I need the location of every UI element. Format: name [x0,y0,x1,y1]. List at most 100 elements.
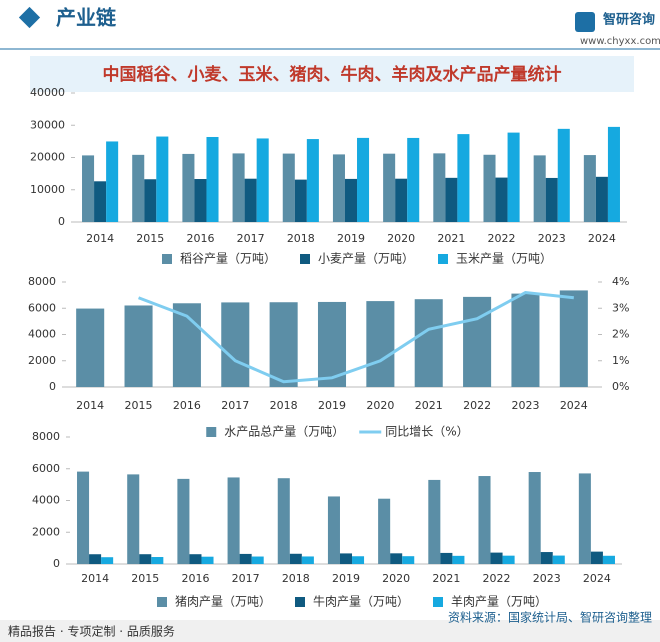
x-tick-label: 2015 [131,572,159,585]
header-title: 产业链 [56,6,117,30]
bar [189,554,202,564]
y-tick-label: 0 [49,380,56,393]
x-tick-label: 2016 [186,232,214,245]
x-tick-label: 2022 [483,572,511,585]
bar [407,137,420,222]
bar [232,153,245,222]
bar [428,479,441,564]
bar [251,556,264,564]
bar [144,179,157,222]
bar [182,153,195,222]
bar [502,555,515,564]
x-tick-label: 2022 [463,399,491,412]
bar [607,126,620,222]
x-tick-label: 2017 [237,232,265,245]
x-tick-label: 2024 [583,572,611,585]
bar [602,555,615,564]
bar [294,179,307,222]
legend-label: 水产品总产量（万吨） [224,425,344,439]
bar [124,305,153,387]
x-tick-label: 2014 [81,572,109,585]
x-tick-label: 2020 [366,399,394,412]
logo-text: 智研咨询 [603,12,655,28]
bar [206,136,219,222]
bar [201,556,214,564]
y2-tick-label: 4% [612,275,629,288]
legend-label: 牛肉产量（万吨） [313,594,409,609]
y-tick-label: 0 [58,215,65,228]
bar [289,553,302,564]
bar [383,153,396,222]
bar [378,498,391,564]
x-tick-label: 2024 [560,399,588,412]
bar [282,153,295,222]
bar [156,136,169,222]
legend-label: 玉米产量（万吨） [456,252,552,266]
bar [545,177,558,222]
footer-slogan: 精品报告 · 专项定制 · 品质服务 [8,624,175,639]
bar [244,178,257,222]
y2-tick-label: 0% [612,380,629,393]
y-tick-label: 8000 [32,430,60,443]
bar [483,154,496,222]
x-tick-label: 2018 [270,399,298,412]
bar [277,478,290,564]
bar [452,555,465,564]
x-tick-label: 2024 [588,232,616,245]
bar [76,308,105,387]
bar [557,128,570,222]
legend-swatch [300,254,310,264]
footer-bg [0,620,660,642]
x-tick-label: 2019 [337,232,365,245]
bar [256,138,269,222]
bar [151,557,164,564]
bar [269,302,298,387]
y-tick-label: 8000 [28,275,56,288]
bar [77,471,90,564]
x-tick-label: 2023 [533,572,561,585]
legend-swatch [157,597,167,607]
logo-icon [575,12,595,32]
bar [306,139,319,222]
bar [559,290,588,387]
x-tick-label: 2015 [125,399,153,412]
x-tick-label: 2017 [232,572,260,585]
bar [239,553,252,564]
bar [528,472,541,564]
footer-source: 资料来源：国家统计局、智研咨询整理 [448,610,652,625]
legend-swatch [433,597,443,607]
bar [595,176,608,222]
x-tick-label: 2021 [432,572,460,585]
y2-tick-label: 2% [612,328,629,341]
y-tick-label: 6000 [28,301,56,314]
y2-tick-label: 3% [612,301,629,314]
x-tick-label: 2014 [76,399,104,412]
x-tick-label: 2020 [387,232,415,245]
logo-url: www.chyxx.com [580,36,660,47]
bar [445,177,458,222]
bar [433,153,446,222]
bar [583,155,596,222]
bar [533,155,546,222]
y-tick-label: 4000 [28,328,56,341]
bar [344,178,358,222]
line-series [138,290,574,384]
x-tick-label: 2019 [332,572,360,585]
y-tick-label: 30000 [30,118,65,131]
bar [352,556,365,564]
bar [127,474,140,564]
bar [357,137,370,222]
bar [82,155,95,222]
x-tick-label: 2019 [318,399,346,412]
bar [490,552,503,564]
bar [440,552,453,564]
bar [495,177,508,222]
bar [177,478,190,564]
bar [540,552,553,564]
bar [139,554,152,564]
banner-bg [30,56,634,92]
bar [101,557,114,564]
x-tick-label: 2018 [282,572,310,585]
legend-swatch [295,597,305,607]
